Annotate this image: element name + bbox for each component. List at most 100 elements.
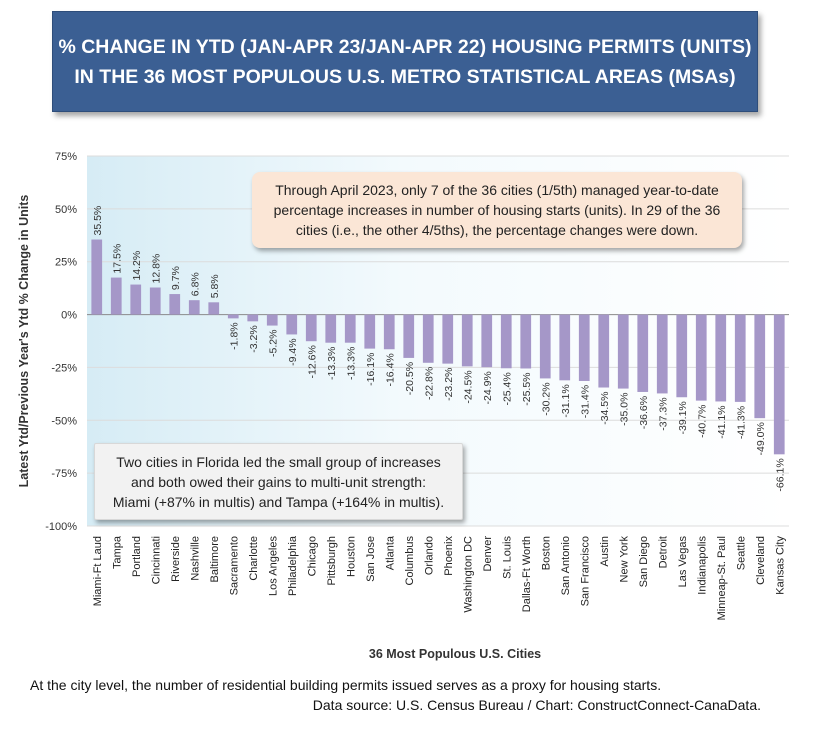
data-label: -31.4% [579,385,591,418]
bar [695,314,707,401]
x-tick-label: Tampa [111,535,123,569]
bar [130,284,142,315]
bar [617,314,629,389]
data-label: 14.2% [131,251,143,281]
x-tick-label: Cincinnati [150,536,162,584]
x-tick-label: New York [618,536,630,583]
data-label: -41.1% [716,405,728,438]
data-label: -37.3% [657,397,669,430]
data-label: -3.2% [248,325,260,352]
x-tick-label: Cleveland [755,536,767,585]
bar [559,314,571,381]
data-label: -41.3% [735,406,747,439]
y-tick-label: -25% [51,362,77,374]
x-tick-label: Detroit [657,536,669,568]
chart-title-line-2: IN THE 36 MOST POPULOUS U.S. METRO STATI… [74,65,736,88]
y-tick-label: 75% [55,151,77,163]
x-tick-label: Houston [345,536,357,577]
bar [247,314,259,322]
x-tick-label: Los Angeles [267,536,279,596]
x-tick-label: Portland [131,536,143,577]
bar [500,314,512,369]
bar [305,314,317,342]
bar [520,314,532,369]
data-label: -34.5% [599,392,611,425]
data-label: -24.5% [462,370,474,403]
y-tick-label: 50% [55,204,77,216]
bar [149,287,161,315]
callout-summary-line: cities (i.e., the other 4/5ths), the per… [295,222,699,238]
bar [169,294,181,315]
data-label: -22.8% [423,367,435,400]
bar [110,277,122,315]
bar [598,314,610,388]
data-label: -49.0% [755,422,767,455]
x-tick-label: Indianapolis [696,536,708,595]
bar [754,314,766,419]
bar [364,314,376,349]
y-tick-label: -100% [45,521,77,533]
bar [208,302,220,315]
data-label: -24.9% [482,371,494,404]
bar [773,314,785,455]
data-label: -35.0% [618,393,630,426]
data-label: -16.4% [384,353,396,386]
data-label: -5.2% [267,330,279,357]
bar [344,314,356,343]
x-tick-label: Kansas City [774,536,786,595]
x-tick-label: San Francisco [579,536,591,606]
callout-summary: Through April 2023, only 7 of the 36 cit… [252,172,742,248]
y-axis-title: Latest Ytd/Previous Year's Ytd % Change … [17,195,31,488]
x-tick-label: Sacramento [228,536,240,595]
data-label: 9.7% [170,266,182,290]
x-tick-label: Dallas-Ft Worth [521,536,533,612]
x-tick-label: Denver [482,536,494,572]
data-label: -36.6% [638,396,650,429]
x-tick-label: Boston [540,536,552,570]
bar [637,314,649,392]
callout-florida-line: Miami (+87% in multis) and Tampa (+164% … [112,493,445,510]
y-tick-label: 0% [61,310,77,322]
callout-florida-line: and both owed their gains to multi-unit … [131,473,426,490]
bar [422,314,434,363]
data-label: -25.5% [521,372,533,405]
x-axis-title: 36 Most Populous U.S. Cities [369,647,541,661]
footnote-source: Data source: U.S. Census Bureau / Chart:… [312,697,761,713]
data-label: -66.1% [774,458,786,491]
bar [91,239,103,315]
data-label: 5.8% [209,274,221,298]
x-tick-label: Atlanta [384,535,396,570]
data-label: 12.8% [150,254,162,284]
bar [715,314,727,402]
x-tick-label: San Jose [365,536,377,582]
bar [539,314,551,379]
y-tick-label: -75% [51,468,77,480]
data-label: -39.1% [677,401,689,434]
x-tick-label: San Diego [638,536,650,587]
x-tick-label: Nashville [189,536,201,581]
x-tick-label: Pittsburgh [326,536,338,586]
x-tick-label: Orlando [423,536,435,575]
data-label: -23.2% [443,368,455,401]
bar [676,314,688,398]
x-tick-label: Seattle [735,536,747,570]
bar [266,314,278,326]
x-tick-label: St. Louis [501,536,513,579]
x-tick-label: Columbus [404,536,416,586]
bar [383,314,395,350]
data-label: -1.8% [228,322,240,349]
x-tick-label: San Antonio [560,536,572,595]
y-tick-label: 25% [55,257,77,269]
x-tick-label: Austin [599,536,611,567]
data-label: -31.1% [560,384,572,417]
y-tick-label: -50% [51,415,77,427]
bar [578,314,590,381]
bar [227,314,239,319]
x-tick-label: Philadelphia [287,535,299,596]
footnote-proxy: At the city level, the number of residen… [30,677,662,693]
bar [403,314,415,358]
chart-title-line-1: % CHANGE IN YTD (JAN-APR 23/JAN-APR 22) … [58,35,752,58]
callout-summary-line: percentage increases in number of housin… [273,202,721,218]
x-tick-label: Baltimore [209,536,221,582]
x-tick-label: Minneap-St. Paul [716,536,728,620]
